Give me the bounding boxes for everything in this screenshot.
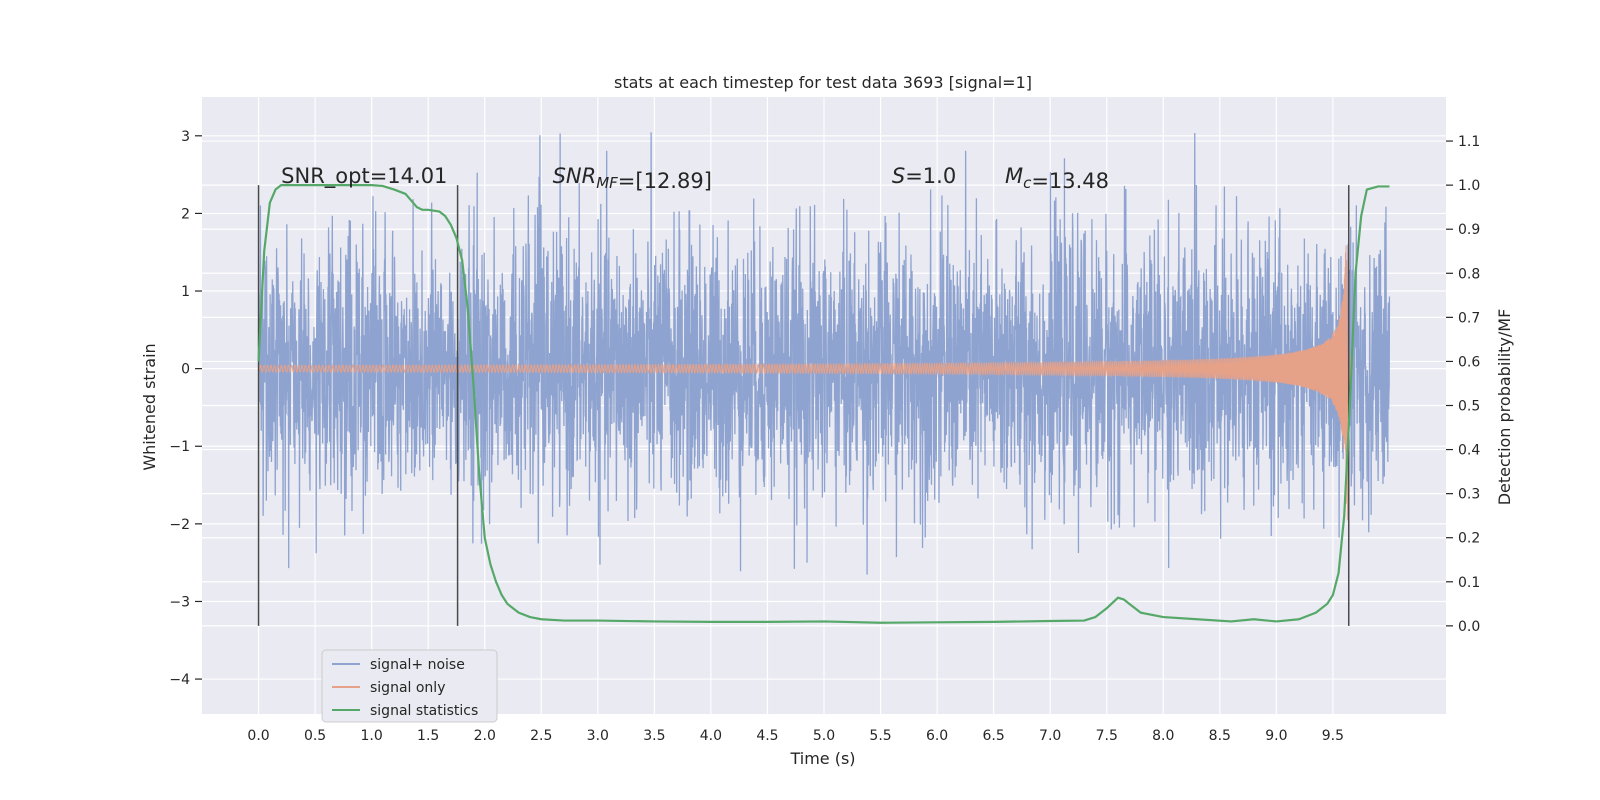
y-tick-label-right-4: 0.4 — [1458, 443, 1480, 459]
x-tick-label-5: 2.5 — [530, 728, 552, 744]
x-tick-label-13: 6.5 — [983, 728, 1005, 744]
x-tick-label-17: 8.5 — [1209, 728, 1231, 744]
annotation-3-part-2: =13.48 — [1031, 169, 1109, 193]
annotation-1-part-0: SNR — [553, 164, 597, 188]
y-tick-label-right-9: 0.9 — [1458, 222, 1480, 238]
y-tick-label-right-1: 0.1 — [1458, 575, 1480, 591]
x-tick-label-6: 3.0 — [587, 728, 609, 744]
y-tick-label-left-6: 2 — [181, 206, 190, 222]
x-tick-label-0: 0.0 — [247, 728, 269, 744]
annotation-1-part-2: =[12.89] — [618, 169, 712, 193]
x-tick-label-4: 2.0 — [474, 728, 496, 744]
y-tick-label-right-5: 0.5 — [1458, 399, 1480, 415]
series-line-signal-statistics — [257, 184, 1390, 624]
annotation-1-part-1: MF — [596, 174, 618, 192]
annotation-3-part-0: M — [1005, 164, 1023, 188]
legend-box — [321, 649, 498, 723]
y-tick-label-right-8: 0.8 — [1458, 266, 1480, 282]
x-tick-label-1: 0.5 — [304, 728, 326, 744]
y-tick-label-right-2: 0.2 — [1458, 531, 1480, 547]
series-signal-noise — [257, 132, 1391, 575]
y-tick-label-left-4: 0 — [181, 362, 190, 378]
y-axis-label-right: Detection probability/MF — [1495, 309, 1514, 506]
x-tick-label-10: 5.0 — [813, 728, 835, 744]
series-line-signal-only — [258, 245, 1353, 521]
x-tick-label-11: 5.5 — [869, 728, 891, 744]
x-tick-label-18: 9.0 — [1265, 728, 1287, 744]
legend: signal+ noise signal only signal statistic… — [321, 649, 498, 723]
y-tick-label-right-11: 1.1 — [1458, 134, 1480, 150]
x-tick-label-3: 1.5 — [417, 728, 439, 744]
annotation-2-part-1: =1.0 — [905, 164, 956, 188]
annotation-0-part-0: SNR_opt=14.01 — [281, 164, 447, 189]
legend-label-1: signal only — [370, 680, 445, 696]
annotation-3-part-1: c — [1023, 174, 1032, 192]
x-axis-label: Time (s) — [789, 749, 855, 768]
series-signal-statistics — [257, 184, 1390, 624]
x-tick-label-8: 4.0 — [700, 728, 722, 744]
y-ticks-left: −4 −3 −2 −1 0 1 2 3 — [169, 129, 202, 688]
legend-label-0: signal+ noise — [370, 657, 465, 673]
x-tick-label-15: 7.5 — [1096, 728, 1118, 744]
series-line-signal-noise — [257, 132, 1391, 575]
annotation-2: S=1.0 — [892, 164, 956, 188]
y-tick-label-right-10: 1.0 — [1458, 178, 1480, 194]
y-tick-label-left-7: 3 — [181, 129, 190, 145]
y-tick-label-left-2: −2 — [169, 517, 190, 533]
y-axis-label-left: Whitened strain — [140, 343, 159, 470]
y-tick-label-left-3: −1 — [169, 439, 190, 455]
series-signal-only — [258, 245, 1353, 521]
x-ticks: 0.0 0.5 1.0 1.5 2.0 2.5 3.0 3.5 4.0 4.5 5.0 5.5 6.0 6… — [247, 728, 1344, 744]
annotation-2-part-0: S — [892, 164, 905, 188]
annotations: SNR_opt=14.01 SNRMF=[12.89] S=1.0 Mc=13.48 — [281, 164, 1109, 193]
y-tick-label-right-7: 0.7 — [1458, 310, 1480, 326]
y-tick-label-right-6: 0.6 — [1458, 354, 1480, 370]
y-tick-label-right-3: 0.3 — [1458, 487, 1480, 503]
x-tick-label-19: 9.5 — [1322, 728, 1344, 744]
x-tick-label-12: 6.0 — [926, 728, 948, 744]
y-tick-label-left-0: −4 — [169, 672, 190, 688]
x-tick-label-9: 4.5 — [756, 728, 778, 744]
x-tick-label-14: 7.0 — [1039, 728, 1061, 744]
legend-label-2: signal statistics — [370, 703, 478, 719]
vertical-markers — [257, 185, 1350, 626]
x-tick-label-2: 1.0 — [361, 728, 383, 744]
y-tick-label-left-5: 1 — [181, 284, 190, 300]
annotation-1: SNRMF=[12.89] — [553, 164, 712, 193]
x-tick-label-7: 3.5 — [643, 728, 665, 744]
annotation-3: Mc=13.48 — [1005, 164, 1109, 193]
y-tick-label-left-1: −3 — [169, 594, 190, 610]
annotation-0: SNR_opt=14.01 — [281, 164, 447, 189]
x-tick-label-16: 8.0 — [1152, 728, 1174, 744]
chart-title: stats at each timestep for test data 369… — [614, 73, 1032, 92]
y-ticks-right: 0.0 0.1 0.2 0.3 0.4 0.5 0.6 0.7 0.8 0.9 1.0 1.1 — [1446, 134, 1480, 635]
y-tick-label-right-0: 0.0 — [1458, 619, 1480, 635]
